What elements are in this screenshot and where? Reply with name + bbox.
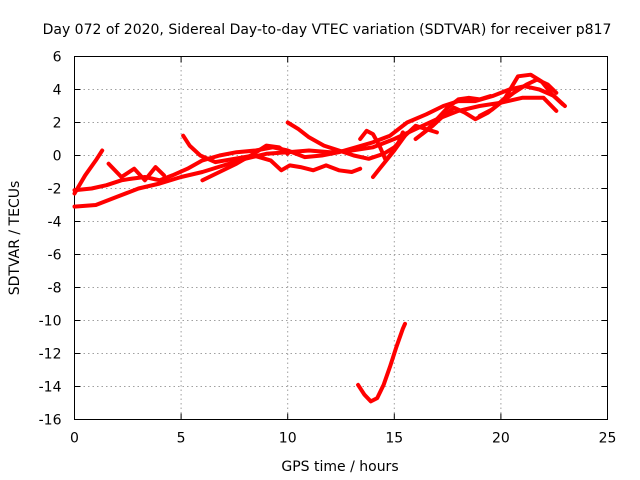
y-tick-label: -10 [39, 314, 62, 330]
y-tick-label: 0 [53, 149, 62, 165]
series-arc-13 [356, 321, 407, 404]
y-axis-label: SDTVAR / TECUs [7, 181, 23, 296]
y-tick-label: -12 [39, 347, 62, 363]
x-tick-label: 0 [70, 431, 79, 447]
x-axis-label: GPS time / hours [281, 459, 398, 475]
axis-ticks [74, 56, 608, 420]
series-arc-3 [72, 95, 559, 209]
y-tick-label: -8 [48, 281, 62, 297]
series-arc-5 [181, 133, 363, 174]
plot-frame [74, 56, 608, 420]
y-tick-label: 4 [53, 83, 62, 99]
y-tick-label: -2 [48, 182, 62, 198]
x-tick-label: 15 [385, 431, 403, 447]
tick-labels: 0 5 10 15 20 25 -16 -14 -12 -10 -8 -6 -4 -2 0 2 4 6 [39, 50, 617, 447]
series-arc-11 [477, 72, 565, 118]
y-tick-label: -4 [48, 215, 62, 231]
y-tick-label: -6 [48, 248, 62, 264]
x-tick-label: 25 [599, 431, 617, 447]
series-arc-7 [285, 120, 407, 161]
y-tick-label: -14 [39, 380, 62, 396]
y-tick-label: 6 [53, 50, 62, 66]
series-arc-1 [72, 148, 105, 196]
y-tick-label: -16 [39, 413, 62, 429]
x-tick-label: 20 [492, 431, 510, 447]
data-series [72, 72, 567, 404]
y-tick-label: 2 [53, 116, 62, 132]
chart-title: Day 072 of 2020, Sidereal Day-to-day VTE… [43, 22, 612, 38]
series-arc-4 [106, 161, 166, 183]
x-tick-label: 10 [279, 431, 297, 447]
series-arc-6 [200, 143, 290, 183]
grid-lines [74, 56, 608, 420]
series-arc-12 [413, 94, 493, 141]
x-tick-label: 5 [177, 431, 186, 447]
